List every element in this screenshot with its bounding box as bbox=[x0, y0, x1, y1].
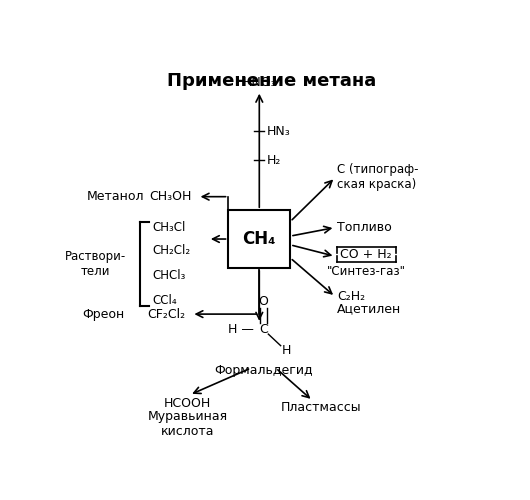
Text: CH₃OH: CH₃OH bbox=[149, 190, 191, 203]
Text: C₂H₂: C₂H₂ bbox=[338, 290, 366, 304]
Text: CCl₄: CCl₄ bbox=[153, 294, 177, 307]
Text: CHCl₃: CHCl₃ bbox=[153, 269, 186, 282]
Text: Применение метана: Применение метана bbox=[167, 72, 376, 90]
Text: HCOOH: HCOOH bbox=[164, 397, 211, 410]
Text: CF₂Cl₂: CF₂Cl₂ bbox=[147, 308, 185, 320]
Text: O: O bbox=[259, 296, 268, 308]
Text: H: H bbox=[281, 344, 290, 357]
Text: HNO₃: HNO₃ bbox=[243, 76, 276, 89]
Text: Метанол: Метанол bbox=[87, 190, 144, 203]
Text: Топливо: Топливо bbox=[338, 221, 392, 234]
Text: HN₃: HN₃ bbox=[267, 124, 290, 138]
Text: CH₄: CH₄ bbox=[243, 230, 276, 248]
Text: CO + H₂: CO + H₂ bbox=[340, 248, 392, 262]
Text: C: C bbox=[259, 323, 268, 336]
Text: Фреон: Фреон bbox=[82, 308, 125, 320]
Text: H₂: H₂ bbox=[267, 154, 281, 166]
Text: CH₂Cl₂: CH₂Cl₂ bbox=[153, 244, 191, 257]
Text: "Синтез-газ": "Синтез-газ" bbox=[327, 265, 406, 278]
Text: CH₃Cl: CH₃Cl bbox=[153, 221, 186, 234]
Text: Пластмассы: Пластмассы bbox=[280, 400, 361, 413]
Text: Формальдегид: Формальдегид bbox=[214, 364, 313, 377]
Text: Раствори-
тели: Раствори- тели bbox=[64, 250, 126, 278]
Text: C (типограф-
ская краска): C (типограф- ская краска) bbox=[338, 164, 419, 192]
Text: Муравьиная
кислота: Муравьиная кислота bbox=[147, 410, 227, 438]
Text: H —: H — bbox=[228, 323, 254, 336]
Text: Ацетилен: Ацетилен bbox=[338, 302, 402, 315]
FancyBboxPatch shape bbox=[228, 210, 290, 268]
